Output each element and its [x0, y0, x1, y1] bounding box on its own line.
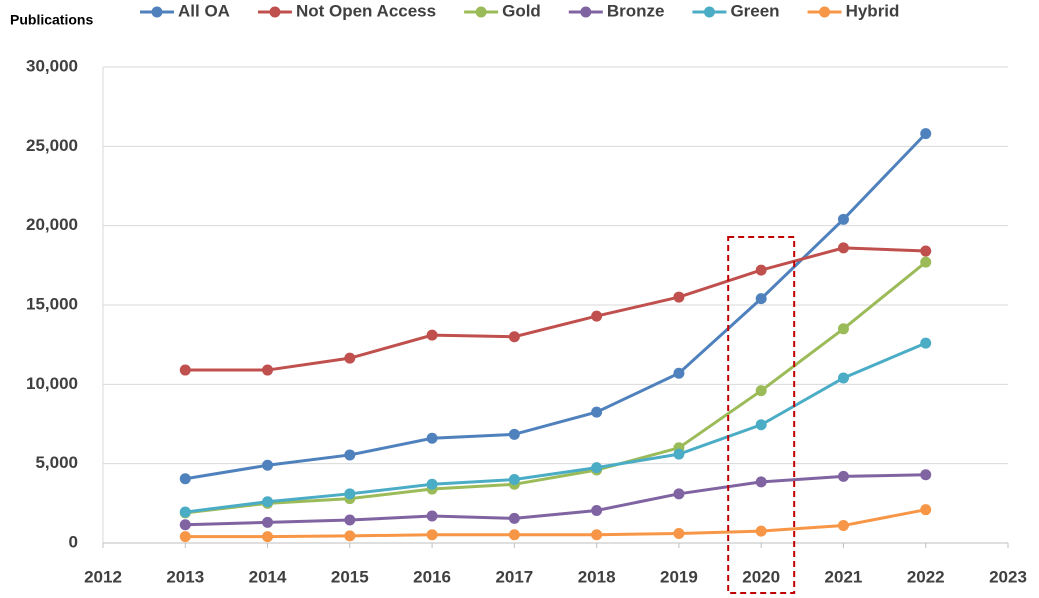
data-point [262, 364, 274, 376]
data-point [426, 529, 438, 541]
series-line [185, 260, 927, 515]
data-point [837, 520, 849, 532]
data-point [179, 506, 191, 518]
legend-marker [703, 6, 715, 18]
y-axis-label: Publications [10, 12, 93, 28]
data-point [837, 323, 849, 335]
series-line [185, 132, 927, 481]
legend-label: Bronze [607, 1, 665, 20]
data-point [591, 504, 603, 516]
x-tick-label: 2016 [413, 567, 451, 586]
data-point [673, 527, 685, 539]
data-point [344, 352, 356, 364]
legend-label: Gold [502, 1, 541, 20]
data-point [673, 448, 685, 460]
data-point [755, 385, 767, 397]
x-tick-label: 2014 [249, 567, 287, 586]
data-point [179, 473, 191, 485]
x-tick-label: 2019 [660, 567, 698, 586]
legend-marker [819, 6, 831, 18]
legend-label: Hybrid [846, 1, 900, 20]
x-tick-label: 2015 [331, 567, 369, 586]
data-point [591, 462, 603, 474]
data-point [920, 245, 932, 257]
legend-marker [269, 6, 281, 18]
data-point [262, 531, 274, 543]
y-tick-label: 30,000 [26, 56, 78, 75]
highlight-box [727, 236, 796, 594]
data-point [508, 529, 520, 541]
y-tick-label: 0 [69, 532, 78, 551]
x-tick-label: 2022 [907, 567, 945, 586]
data-point [179, 364, 191, 376]
data-point [344, 449, 356, 461]
x-tick-label: 2020 [742, 567, 780, 586]
y-tick-label: 10,000 [26, 374, 78, 393]
data-point [262, 516, 274, 528]
series-line [185, 508, 927, 539]
data-point [591, 529, 603, 541]
legend-label: Not Open Access [296, 1, 436, 20]
data-point [755, 476, 767, 488]
legend-marker [580, 6, 592, 18]
legend-label: Green [730, 1, 779, 20]
y-tick-label: 25,000 [26, 136, 78, 155]
data-point [591, 406, 603, 418]
data-point [179, 519, 191, 531]
data-point [344, 514, 356, 526]
data-point [920, 337, 932, 349]
legend-label: All OA [178, 1, 230, 20]
data-point [179, 531, 191, 543]
x-tick-label: 2013 [166, 567, 204, 586]
series-line [185, 246, 926, 372]
x-tick-label: 2021 [825, 567, 863, 586]
data-point [426, 478, 438, 490]
data-point [508, 331, 520, 343]
y-tick-label: 20,000 [26, 215, 78, 234]
data-point [920, 256, 932, 268]
data-point [755, 419, 767, 431]
data-point [591, 310, 603, 322]
data-point [673, 488, 685, 500]
data-point [426, 432, 438, 444]
data-point [673, 367, 685, 379]
data-point [755, 525, 767, 537]
x-tick-label: 2017 [495, 567, 533, 586]
y-tick-label: 15,000 [26, 294, 78, 313]
legend-marker [151, 6, 163, 18]
data-point [508, 428, 520, 440]
legend-marker [475, 6, 487, 18]
data-point [344, 488, 356, 500]
y-tick-label: 5,000 [35, 453, 78, 472]
x-tick-label: 2023 [989, 567, 1027, 586]
data-point [920, 128, 932, 140]
data-point [755, 293, 767, 305]
data-point [837, 242, 849, 254]
data-point [344, 530, 356, 542]
data-point [426, 510, 438, 522]
data-point [837, 470, 849, 482]
x-tick-label: 2012 [84, 567, 122, 586]
data-point [837, 372, 849, 384]
data-point [508, 474, 520, 486]
x-tick-label: 2018 [578, 567, 616, 586]
data-point [673, 291, 685, 303]
data-point [920, 504, 932, 516]
data-point [837, 213, 849, 225]
data-point [426, 329, 438, 341]
series-line [185, 341, 927, 514]
data-point [508, 512, 520, 524]
data-point [755, 264, 767, 276]
series-line [185, 473, 926, 527]
data-point [262, 459, 274, 471]
data-point [920, 469, 932, 481]
data-point [262, 496, 274, 508]
